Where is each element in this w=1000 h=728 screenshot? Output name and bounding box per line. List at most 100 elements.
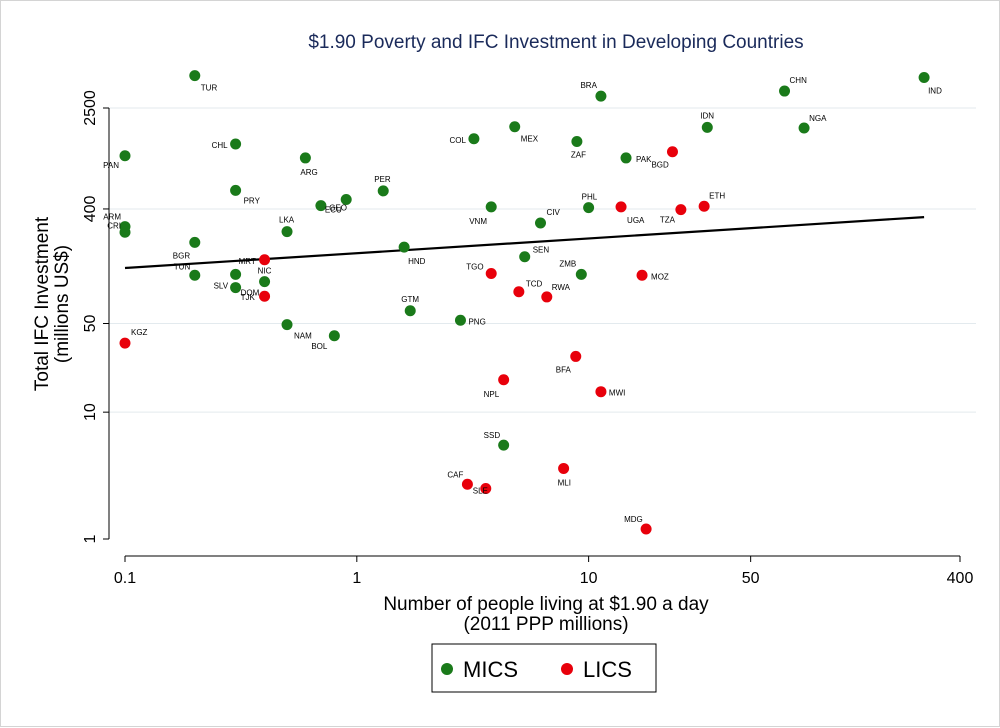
point-label-mdg: MDG	[624, 515, 643, 524]
point-col	[468, 133, 480, 145]
point-label-vnm: VNM	[469, 217, 487, 226]
point-idn	[701, 121, 713, 133]
point-sen	[519, 251, 531, 263]
point-label-ssd: SSD	[484, 431, 501, 440]
point-cri	[119, 226, 131, 238]
point-bgd	[666, 146, 678, 158]
point-nic	[259, 276, 271, 288]
point-moz	[636, 269, 648, 281]
point-bfa	[570, 350, 582, 362]
point-label-zaf: ZAF	[571, 151, 586, 160]
point-tjk	[259, 290, 271, 302]
point-bra	[595, 90, 607, 102]
legend-label-mics: MICS	[463, 657, 518, 682]
point-label-chl: CHL	[212, 141, 229, 150]
point-label-zmb: ZMB	[559, 259, 576, 268]
y-tick-label-2500: 2500	[82, 90, 99, 126]
legend-box	[431, 643, 657, 693]
point-arg	[299, 152, 311, 164]
y-tick-label-10: 10	[82, 403, 99, 421]
data-points: TUR BRA CHN IND PAN CHL ARG COL MEX ZAF PAK IDN NGA P…	[103, 70, 942, 535]
point-label-geo: GEO	[329, 203, 347, 212]
legend-marker-mics	[441, 663, 453, 675]
point-label-caf: CAF	[447, 470, 463, 479]
point-label-mex: MEX	[521, 135, 539, 144]
x-tick-label-400: 400	[947, 570, 974, 587]
point-label-hnd: HND	[408, 257, 426, 266]
point-tcd	[513, 286, 525, 298]
point-sle	[480, 483, 492, 495]
point-nga	[798, 122, 810, 134]
point-png	[454, 314, 466, 326]
point-label-pry: PRY	[244, 196, 261, 205]
point-label-slv: SLV	[214, 281, 229, 290]
point-label-chn: CHN	[790, 76, 808, 85]
point-label-tjk: TJK	[241, 293, 256, 302]
point-label-tun: TUN	[174, 262, 191, 271]
point-bgr	[189, 236, 201, 248]
legend-marker-lics	[561, 663, 573, 675]
point-label-nam: NAM	[294, 332, 312, 341]
point-label-pak: PAK	[636, 155, 652, 164]
point-label-nic: NIC	[258, 267, 272, 276]
point-vnm	[485, 201, 497, 213]
y-tick-label-50: 50	[82, 315, 99, 333]
point-label-lka: LKA	[279, 216, 295, 225]
fit-line-group	[124, 216, 925, 270]
point-nam	[281, 319, 293, 331]
point-uga	[615, 201, 627, 213]
point-mrt	[259, 254, 271, 266]
point-label-phl: PHL	[582, 193, 598, 202]
point-label-tcd: TCD	[526, 280, 543, 289]
point-label-bgr: BGR	[173, 251, 191, 260]
point-pry	[230, 184, 242, 196]
legend-label-lics: LICS	[583, 657, 632, 682]
point-eth	[698, 200, 710, 212]
point-chn	[779, 85, 791, 97]
x-axis-title-line2: (2011 PPP millions)	[463, 614, 628, 635]
point-label-tza: TZA	[660, 216, 676, 225]
point-hnd	[398, 241, 410, 253]
point-mex	[509, 121, 521, 133]
y-axis-title-line2: (millions US$)	[52, 245, 73, 363]
point-chl	[230, 138, 242, 150]
point-label-sen: SEN	[533, 246, 550, 255]
point-slv	[230, 268, 242, 280]
point-label-dom: DOM	[241, 289, 260, 298]
x-tick-label-50: 50	[742, 570, 760, 587]
point-label-eth: ETH	[709, 191, 725, 200]
gridlines	[109, 107, 976, 413]
point-ecu	[315, 200, 327, 212]
point-label-ecu: ECU	[325, 206, 342, 215]
point-label-gtm: GTM	[401, 295, 419, 304]
point-gtm	[404, 305, 416, 317]
point-label-kgz: KGZ	[131, 328, 148, 337]
point-dom	[230, 282, 242, 294]
point-tun	[189, 269, 201, 281]
point-bol	[328, 330, 340, 342]
point-label-nga: NGA	[809, 114, 827, 123]
axis-ticks: 1 10 50 400 2500 0.1 1 10 50 400	[82, 90, 973, 587]
legend: MICS LICS	[431, 643, 657, 693]
point-npl	[498, 374, 510, 386]
point-label-arm: ARM	[103, 213, 121, 222]
point-pan	[119, 150, 131, 162]
point-label-tur: TUR	[201, 84, 218, 93]
point-label-sle: SLE	[473, 487, 488, 496]
point-label-bfa: BFA	[556, 365, 572, 374]
chart-title: $1.90 Poverty and IFC Investment in Deve…	[308, 32, 803, 53]
point-mli	[558, 462, 570, 474]
point-tur	[189, 70, 201, 82]
point-phl	[583, 202, 595, 214]
x-tick-label-1: 1	[352, 570, 361, 587]
point-civ	[534, 217, 546, 229]
point-label-mli: MLI	[558, 478, 571, 487]
point-label-rwa: RWA	[552, 283, 571, 292]
point-label-uga: UGA	[627, 216, 645, 225]
point-geo	[340, 193, 352, 205]
point-label-per: PER	[374, 175, 391, 184]
point-label-idn: IDN	[700, 111, 714, 120]
y-tick-label-1: 1	[82, 534, 99, 543]
